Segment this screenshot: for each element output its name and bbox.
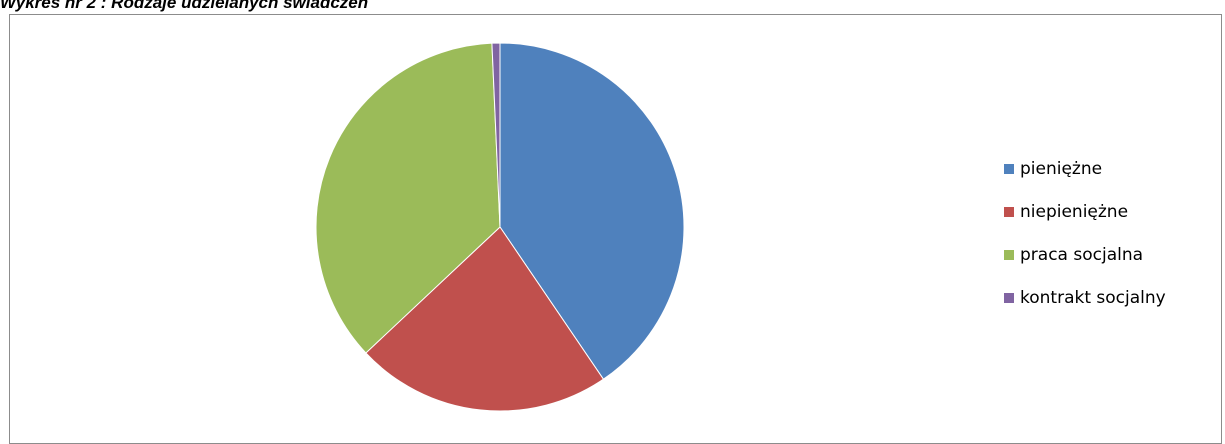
pie-slice-pieniężne xyxy=(499,42,685,380)
chart-area: pieniężne niepieniężne praca socjalna kontr… xyxy=(9,14,1222,444)
legend-label: kontrakt socjalny xyxy=(1020,287,1166,308)
pie-chart xyxy=(315,42,685,412)
legend-item-niepieniężne: niepieniężne xyxy=(1004,199,1166,224)
chart-caption: Wykres nr 2 : Rodzaje udzielanych świadc… xyxy=(0,0,369,12)
legend-swatch xyxy=(1004,292,1014,303)
legend-swatch xyxy=(1004,249,1014,260)
legend-label: praca socjalna xyxy=(1020,244,1144,265)
legend: pieniężne niepieniężne praca socjalna kontr… xyxy=(1004,156,1166,328)
pie-slice-kontrakt-socjalny xyxy=(491,42,501,228)
legend-label: pieniężne xyxy=(1020,158,1103,179)
legend-swatch xyxy=(1004,206,1014,217)
legend-label: niepieniężne xyxy=(1020,201,1129,222)
pie-slice-niepieniężne xyxy=(365,226,605,412)
legend-item-pieniężne: pieniężne xyxy=(1004,156,1166,181)
legend-item-kontrakt-socjalny: kontrakt socjalny xyxy=(1004,285,1166,310)
legend-item-praca-socjalna: praca socjalna xyxy=(1004,242,1166,267)
legend-swatch xyxy=(1004,163,1014,174)
pie-slice-praca-socjalna xyxy=(315,42,501,354)
